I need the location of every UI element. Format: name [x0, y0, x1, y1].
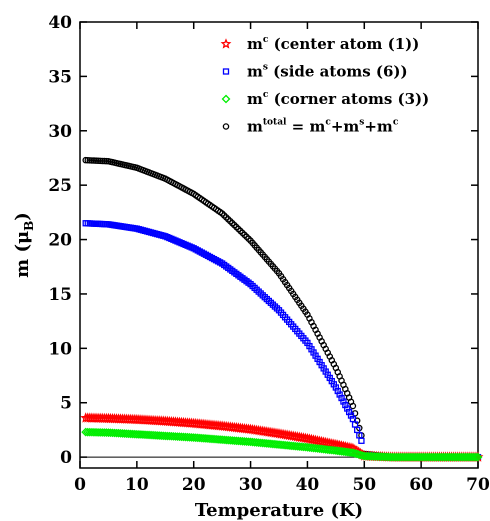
plot-frame	[79, 21, 479, 469]
x-tick-label: 60	[409, 475, 433, 495]
x-tick-label: 20	[182, 475, 206, 495]
axis-ticks: 0 10 20 30 40 50 60 70 0 5 10 15 20 25 30 35 40	[48, 13, 490, 495]
x-tick-label: 0	[74, 475, 86, 495]
data-point	[358, 437, 365, 444]
data-point	[471, 452, 481, 462]
y-tick-label: 10	[48, 339, 72, 359]
legend-text-part: m	[247, 90, 263, 108]
legend-superscript: s	[263, 63, 268, 73]
x-tick-label: 30	[239, 475, 263, 495]
legend-text-part: (side atoms (6))	[268, 63, 408, 81]
y-axis-label-sub: B	[22, 221, 36, 231]
legend-text-part: m	[247, 35, 263, 53]
legend-marker	[222, 68, 230, 75]
y-tick-label: 25	[48, 176, 72, 196]
legend-label: mc (center atom (1))	[247, 35, 419, 53]
legend-text-part: +m	[364, 118, 393, 136]
legend-superscript: c	[263, 35, 269, 45]
data-point	[473, 452, 483, 462]
legend-text-part: = m	[286, 118, 325, 136]
legend-marker	[221, 94, 231, 104]
y-tick-label: 5	[60, 394, 72, 414]
y-tick-label: 15	[48, 285, 72, 305]
y-tick-label: 30	[48, 122, 72, 142]
legend-label: mtotal = mc+ms+mc	[247, 118, 399, 136]
legend-text-part: m	[247, 118, 263, 136]
legend-marker	[220, 38, 232, 49]
legend-label: mc (corner atoms (3))	[247, 90, 429, 108]
legend-superscript: c	[263, 90, 269, 100]
y-tick-label: 0	[60, 448, 72, 468]
x-tick-label: 50	[352, 475, 376, 495]
legend-text-part: (corner atoms (3))	[268, 90, 429, 108]
legend-text-part: +m	[331, 118, 360, 136]
legend-text-part: (center atom (1))	[268, 35, 419, 53]
y-tick-label: 40	[48, 13, 72, 33]
x-tick-label: 10	[125, 475, 149, 495]
y-tick-label: 20	[48, 231, 72, 251]
legend-label: ms (side atoms (6))	[247, 63, 408, 81]
y-axis-label-close: )	[12, 212, 33, 221]
x-axis-label: Temperature (K)	[195, 500, 363, 521]
legend-superscript: total	[263, 118, 287, 128]
y-tick-label: 35	[48, 67, 72, 87]
legend-text-part: m	[247, 63, 263, 81]
y-axis-label-main: m (μ	[12, 231, 33, 278]
series-group	[81, 427, 483, 462]
legend-superscript: c	[325, 118, 331, 128]
legend-marker	[222, 123, 230, 130]
x-tick-label: 40	[296, 475, 320, 495]
legend: mc (center atom (1))ms (side atoms (6))m…	[220, 35, 429, 136]
legend-superscript: s	[359, 118, 364, 128]
x-tick-label: 70	[466, 475, 490, 495]
legend-superscript: c	[393, 118, 399, 128]
series-layer	[80, 156, 484, 462]
y-axis-label: m (μB)	[12, 212, 36, 278]
